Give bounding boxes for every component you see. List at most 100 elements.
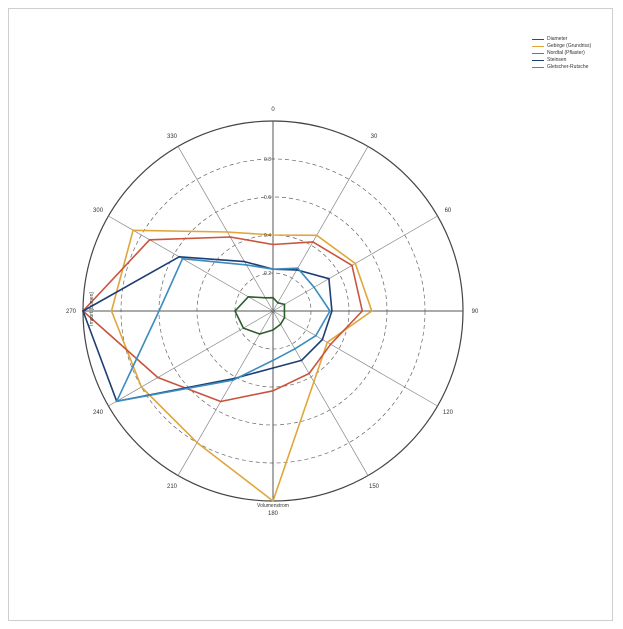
data-point bbox=[331, 310, 333, 312]
data-point bbox=[308, 372, 310, 375]
angle-tick-label: 120 bbox=[443, 410, 454, 416]
data-point bbox=[264, 296, 267, 299]
data-point bbox=[178, 255, 181, 258]
legend-label: Gebirge (Grundriss) bbox=[547, 43, 592, 49]
legend-item: Steinsen bbox=[532, 57, 591, 64]
data-point bbox=[181, 257, 184, 260]
angle-tick-label: 90 bbox=[472, 309, 479, 315]
legend-swatch bbox=[532, 60, 544, 61]
data-point bbox=[247, 295, 250, 298]
data-point bbox=[321, 338, 324, 341]
angle-tick-label: 330 bbox=[167, 134, 178, 140]
data-point bbox=[272, 359, 274, 362]
data-point bbox=[158, 310, 160, 312]
data-point bbox=[294, 347, 296, 350]
legend: Diameter Gebirge (Grundriss) Nordtal (Pfla… bbox=[532, 36, 591, 71]
data-point bbox=[328, 277, 330, 280]
data-point bbox=[132, 229, 134, 232]
grid-spoke bbox=[272, 146, 369, 312]
data-point bbox=[245, 264, 248, 266]
data-point bbox=[234, 310, 236, 312]
data-point bbox=[82, 310, 84, 312]
legend-label: Nordtal (Pflaster) bbox=[547, 50, 585, 56]
data-point bbox=[354, 262, 357, 265]
angle-tick-label: 180 bbox=[268, 511, 279, 517]
data-point bbox=[296, 267, 299, 270]
data-point bbox=[232, 379, 235, 381]
data-point bbox=[300, 359, 303, 362]
polar-chart: 0 30 60 90 120 150 180 210 240 270 300 330 0.2 0.4 0.6… bbox=[66, 107, 479, 517]
data-point bbox=[313, 286, 315, 289]
legend-label: Gletscher-Rutsche bbox=[547, 64, 589, 70]
data-point bbox=[314, 334, 317, 337]
data-point bbox=[351, 264, 353, 267]
data-point bbox=[272, 500, 274, 502]
angle-tick-label: 30 bbox=[371, 134, 378, 140]
legend-item: Gletscher-Rutsche bbox=[532, 64, 591, 71]
radial-tick-label: 0.2 bbox=[264, 271, 271, 277]
legend-swatch bbox=[532, 53, 544, 54]
data-point bbox=[279, 323, 282, 326]
data-point bbox=[329, 310, 331, 312]
angle-tick-label: 150 bbox=[369, 484, 380, 490]
data-point bbox=[283, 316, 286, 319]
data-point bbox=[272, 389, 274, 392]
data-point bbox=[272, 234, 274, 236]
chart-frame: 0 30 60 90 120 150 180 210 240 270 300 330 0.2 0.4 0.6… bbox=[8, 8, 613, 621]
data-point bbox=[295, 269, 298, 271]
radial-tick-label: 0.8 bbox=[264, 157, 271, 163]
angle-tick-label: 210 bbox=[167, 484, 178, 490]
data-point bbox=[115, 400, 118, 403]
grid-spoke bbox=[177, 146, 274, 312]
data-point bbox=[140, 386, 143, 388]
data-point bbox=[315, 234, 318, 237]
data-point bbox=[110, 310, 113, 312]
grid-spoke bbox=[272, 310, 369, 476]
radial-tick-label: 0.4 bbox=[264, 233, 271, 239]
grid-spoke bbox=[108, 215, 274, 312]
angle-tick-label: 300 bbox=[93, 208, 104, 214]
data-point bbox=[283, 303, 286, 306]
legend-item: Gebirge (Grundriss) bbox=[532, 43, 591, 50]
data-point bbox=[272, 296, 274, 299]
data-point bbox=[272, 329, 274, 331]
data-point bbox=[243, 260, 246, 263]
data-point bbox=[272, 268, 274, 271]
data-point bbox=[148, 238, 151, 241]
legend-swatch bbox=[532, 67, 544, 68]
legend-swatch bbox=[532, 39, 544, 40]
legend-label: Steinsen bbox=[547, 57, 567, 63]
angle-tick-label: 0 bbox=[271, 107, 275, 113]
data-point bbox=[272, 243, 274, 246]
bottom-axis-title: Volumenstrom bbox=[257, 503, 289, 509]
grid-spoke bbox=[272, 310, 438, 407]
angle-tick-label: 270 bbox=[66, 309, 77, 315]
legend-label: Diameter bbox=[547, 36, 568, 42]
data-point bbox=[242, 327, 245, 329]
data-point bbox=[229, 236, 232, 238]
data-point bbox=[313, 380, 315, 383]
radial-tick-label: 0.6 bbox=[264, 195, 271, 201]
grid-spoke bbox=[108, 310, 274, 407]
data-point bbox=[226, 231, 229, 233]
legend-item: Nordtal (Pflaster) bbox=[532, 50, 591, 57]
left-axis-title: Import [Lumen] bbox=[89, 292, 95, 326]
grid-spoke bbox=[177, 310, 274, 476]
data-point bbox=[276, 301, 279, 304]
polar-grid bbox=[82, 120, 464, 502]
series-layer bbox=[82, 229, 373, 502]
legend-swatch bbox=[532, 46, 544, 47]
data-point bbox=[156, 376, 159, 379]
legend-item: Diameter bbox=[532, 36, 591, 43]
data-point bbox=[326, 341, 329, 344]
data-point bbox=[361, 310, 364, 312]
data-point bbox=[329, 343, 332, 346]
data-point bbox=[196, 441, 198, 444]
data-point bbox=[370, 310, 373, 312]
data-point bbox=[272, 367, 274, 369]
angle-tick-label: 60 bbox=[445, 208, 452, 214]
data-point bbox=[312, 241, 314, 243]
data-point bbox=[219, 400, 222, 403]
data-point bbox=[283, 310, 286, 312]
label-layer: 0 30 60 90 120 150 180 210 240 270 300 330 0.2 0.4 0.6… bbox=[66, 107, 479, 517]
